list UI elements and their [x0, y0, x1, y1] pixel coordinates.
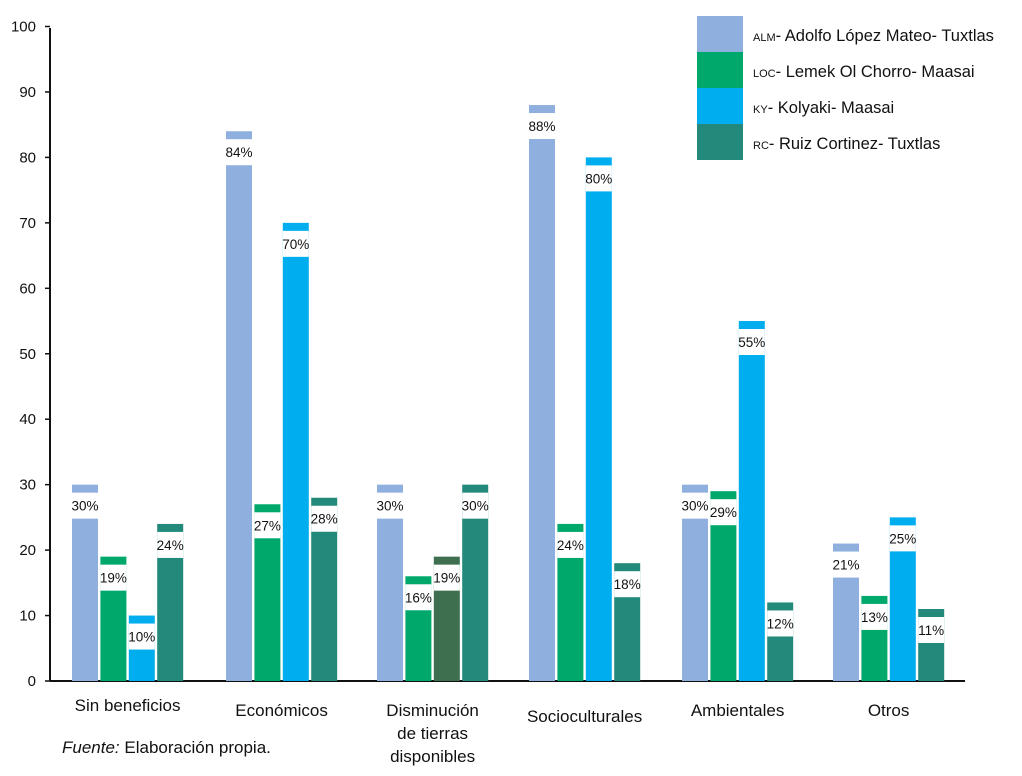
bar-label-band [767, 610, 794, 637]
category-label: Disminución de tierras disponibles [386, 701, 479, 766]
data-label: 88% [528, 119, 555, 134]
data-label: 70% [282, 237, 309, 252]
legend-entry: KY- Kolyaki- Maasai [753, 99, 894, 117]
category-label: Sin beneficios [75, 696, 181, 715]
category-label-line: Otros [868, 701, 910, 720]
legend-abbr: KY [753, 104, 768, 116]
data-label: 55% [738, 335, 765, 350]
legend-name: - Adolfo López Mateo- Tuxtlas [776, 27, 994, 45]
bar-label-band [833, 551, 859, 578]
legend-abbr: LOC [753, 68, 776, 80]
category-label: Ambientales [691, 701, 785, 720]
legend-entry: RC- Ruiz Cortinez- Tuxtlas [753, 135, 940, 153]
bar-label-band [157, 531, 184, 558]
bar-label-band [100, 564, 127, 591]
bar [226, 131, 252, 682]
y-tick-label: 80 [19, 149, 36, 166]
data-label: 80% [585, 171, 612, 186]
legend-entry: LOC- Lemek Ol Chorro- Maasai [753, 63, 975, 81]
category-label-line: Económicos [235, 701, 328, 720]
source-label: Fuente: [62, 738, 120, 757]
data-label: 28% [311, 512, 338, 527]
legend-abbr: ALM [753, 32, 776, 44]
data-label: 27% [254, 518, 281, 533]
bar-label-band [557, 531, 584, 558]
bar-label-band [72, 492, 98, 519]
bar-label-band [529, 113, 555, 140]
y-tick-label: 0 [28, 673, 36, 690]
legend-swatch [697, 88, 743, 124]
bar [282, 222, 309, 681]
bar-label-band [585, 165, 612, 192]
category-label: Económicos [235, 701, 328, 720]
data-label: 12% [767, 616, 794, 631]
y-tick-label: 60 [19, 280, 36, 297]
bar [738, 321, 765, 681]
legend-swatch [697, 52, 743, 88]
data-label: 24% [557, 538, 584, 553]
bar-label-band [377, 492, 403, 519]
bar-label-band [861, 603, 888, 630]
data-label: 84% [225, 145, 252, 160]
y-tick-label: 30 [19, 477, 36, 494]
data-label: 19% [433, 571, 460, 586]
data-label: 10% [128, 630, 155, 645]
data-label: 25% [889, 531, 916, 546]
bar-label-band [128, 623, 155, 650]
bar [529, 105, 555, 682]
category-label: Otros [868, 701, 910, 720]
category-label-line: Socioculturales [527, 707, 642, 726]
data-label: 21% [832, 558, 859, 573]
data-label: 29% [710, 505, 737, 520]
bar-label-band [918, 617, 945, 644]
bar-label-band [405, 584, 432, 611]
y-tick-label: 40 [19, 411, 36, 428]
data-label: 13% [861, 610, 888, 625]
category-label-line: de tierras [397, 724, 468, 743]
bar-label-band [889, 525, 916, 552]
data-label: 16% [405, 590, 432, 605]
source-note: Fuente: Elaboración propia. [62, 738, 271, 758]
source-text: Elaboración propia. [124, 738, 271, 757]
data-label: 11% [918, 623, 944, 638]
bar-label-band [682, 492, 708, 519]
legend-swatch [697, 16, 743, 52]
data-label: 19% [100, 571, 127, 586]
y-tick-label: 20 [19, 542, 36, 559]
bar [585, 157, 612, 681]
bar-label-band [710, 499, 737, 526]
y-tick-label: 70 [19, 215, 36, 232]
data-label: 30% [71, 499, 98, 514]
legend-abbr: RC [753, 140, 769, 152]
category-label-line: Sin beneficios [75, 696, 181, 715]
bar-label-band [282, 230, 309, 257]
legend-entry: ALM- Adolfo López Mateo- Tuxtlas [753, 27, 994, 45]
data-label: 30% [681, 499, 708, 514]
bar-label-band [433, 564, 460, 591]
category-label-line: Disminución [386, 701, 479, 720]
y-tick-label: 90 [19, 84, 36, 101]
legend-name: - Kolyaki- Maasai [768, 99, 895, 117]
category-label-line: disponibles [390, 747, 475, 766]
bar-label-band [311, 505, 338, 532]
bar-label-band [226, 139, 252, 166]
category-label-line: Ambientales [691, 701, 785, 720]
y-tick-label: 50 [19, 346, 36, 363]
bar-label-band [614, 571, 641, 598]
data-label: 24% [157, 538, 184, 553]
category-label: Socioculturales [527, 707, 642, 726]
data-label: 18% [614, 577, 641, 592]
data-label: 30% [376, 499, 403, 514]
legend-name: - Lemek Ol Chorro- Maasai [776, 63, 975, 81]
bar-label-band [462, 492, 489, 519]
bar-label-band [254, 512, 281, 539]
data-label: 30% [462, 499, 489, 514]
legend-name: - Ruiz Cortinez- Tuxtlas [769, 135, 940, 153]
y-tick-label: 100 [11, 19, 36, 36]
legend-swatch [697, 124, 743, 160]
y-tick-label: 10 [19, 608, 36, 625]
bar-label-band [738, 329, 765, 356]
